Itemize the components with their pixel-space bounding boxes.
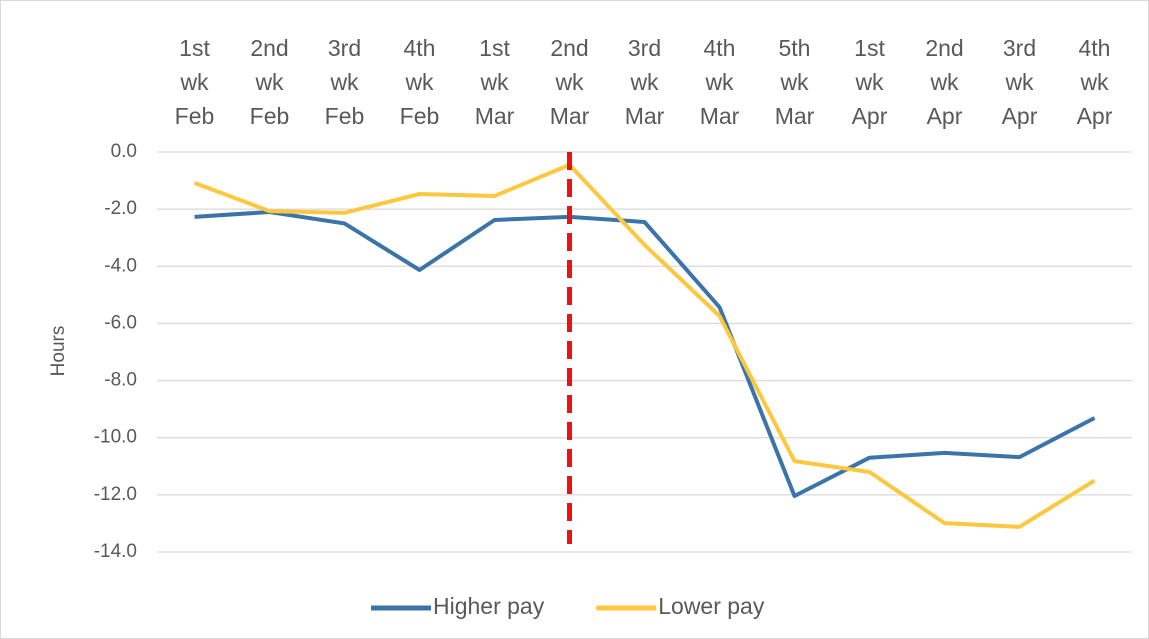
x-tick-label: 1st wk Mar <box>474 35 515 129</box>
y-tick-label: -14.0 <box>94 541 137 562</box>
series-line <box>194 210 1096 498</box>
x-tick-label: 4th wk Apr <box>1076 35 1113 129</box>
y-tick-label: -8.0 <box>104 370 137 391</box>
y-tick-label: -2.0 <box>104 198 137 219</box>
legend-label: Lower pay <box>658 593 765 619</box>
x-tick-label: 1st wk Apr <box>851 35 888 129</box>
x-tick-label: 2nd wk Mar <box>549 35 590 129</box>
x-tick-label: 3rd wk Feb <box>324 35 365 129</box>
x-tick-label: 5th wk Mar <box>774 35 815 129</box>
y-axis-label: Hours <box>48 326 69 377</box>
x-tick-label: 2nd wk Feb <box>249 35 290 129</box>
x-tick-label: 3rd wk Apr <box>1001 35 1038 129</box>
legend-label: Higher pay <box>433 593 545 619</box>
x-tick-label: 1st wk Feb <box>174 35 215 129</box>
series-line <box>193 162 1096 529</box>
x-tick-label: 4th wk Mar <box>699 35 740 129</box>
y-tick-label: -4.0 <box>104 255 137 276</box>
y-tick-label: -6.0 <box>104 312 137 333</box>
y-tick-label: -12.0 <box>94 484 137 505</box>
y-tick-label: -10.0 <box>94 427 137 448</box>
y-tick-label: 0.0 <box>111 141 137 162</box>
x-tick-label: 3rd wk Mar <box>624 35 665 129</box>
x-tick-label: 2nd wk Apr <box>925 35 964 129</box>
x-tick-label: 4th wk Feb <box>399 35 440 129</box>
